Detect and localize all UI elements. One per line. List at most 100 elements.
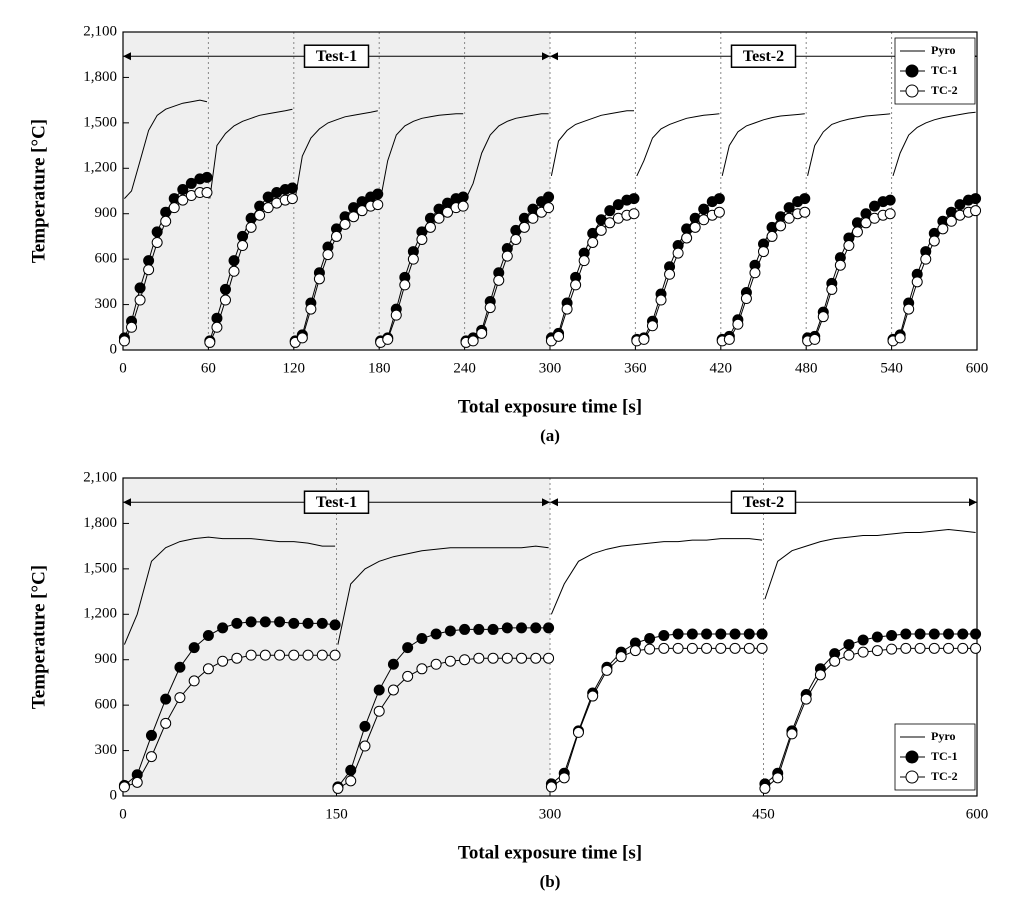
marker [911,276,923,288]
marker [886,643,898,655]
marker [809,333,821,345]
y-tick-label: 0 [110,341,118,357]
marker [743,628,755,640]
marker [467,335,479,347]
y-tick-label: 600 [95,697,118,713]
marker [188,675,200,687]
marker [348,211,360,223]
marker [530,652,542,664]
legend-label: TC-2 [931,83,958,97]
marker [174,692,186,704]
marker [843,649,855,661]
marker [501,622,513,634]
marker [302,617,314,629]
marker [970,628,982,640]
marker [920,253,932,265]
y-tick-label: 0 [110,787,118,803]
marker [686,642,698,654]
x-axis-label: Total exposure time [s] [458,396,642,417]
marker [177,194,189,206]
marker [543,622,555,634]
marker [430,628,442,640]
marker [473,623,485,635]
span-label: Test-2 [743,494,784,511]
marker [775,220,787,232]
marker [160,693,172,705]
marker [957,642,969,654]
marker [430,658,442,670]
caption: (b) [540,872,561,891]
marker [851,226,863,238]
marker [331,230,342,242]
marker [245,616,257,628]
y-tick-label: 1,500 [83,560,117,576]
marker [399,279,411,291]
marker [259,649,271,661]
marker [286,182,298,194]
marker [126,321,138,333]
span-label: Test-1 [316,494,357,511]
x-tick-label: 300 [539,806,562,822]
x-tick-label: 0 [119,360,127,376]
x-tick-label: 420 [710,360,733,376]
marker [359,720,371,732]
marker [698,203,710,215]
marker [219,294,231,306]
marker [799,193,811,205]
series-line [124,99,976,199]
marker [715,628,727,640]
marker [800,693,812,705]
marker [345,764,357,776]
marker [516,652,528,664]
marker [424,221,436,233]
x-tick-label: 60 [201,360,216,376]
x-axis-label: Total exposure time [s] [458,842,642,863]
legend-label: TC-2 [931,769,958,783]
marker [713,206,725,218]
marker [884,208,896,220]
marker [145,751,157,763]
marker [373,705,385,717]
marker [957,628,969,640]
marker [262,202,274,214]
marker [783,202,795,214]
marker [177,183,189,195]
marker [658,642,670,654]
marker [530,622,542,634]
marker [869,200,881,212]
marker [188,642,200,654]
y-tick-label: 900 [95,205,118,221]
marker [356,205,368,217]
marker [245,221,257,233]
marker [943,628,955,640]
marker [928,235,940,247]
marker [928,628,940,640]
marker [628,208,640,220]
marker [843,240,855,252]
marker [134,294,146,306]
marker [296,332,308,344]
y-tick-label: 1,200 [83,160,117,176]
marker [387,684,399,696]
marker [201,171,213,183]
marker [638,333,650,345]
marker [245,649,257,661]
marker [217,622,229,634]
marker [373,684,385,696]
marker [286,193,298,205]
marker [204,336,216,348]
marker [672,642,684,654]
marker [231,652,243,664]
marker [578,255,590,267]
marker [339,218,351,230]
marker [274,616,286,628]
marker [274,649,286,661]
y-tick-label: 1,800 [83,515,117,531]
marker [262,191,274,203]
marker [701,642,713,654]
x-tick-label: 600 [966,806,989,822]
marker [644,643,656,655]
x-tick-label: 180 [368,360,391,376]
marker [871,631,883,643]
